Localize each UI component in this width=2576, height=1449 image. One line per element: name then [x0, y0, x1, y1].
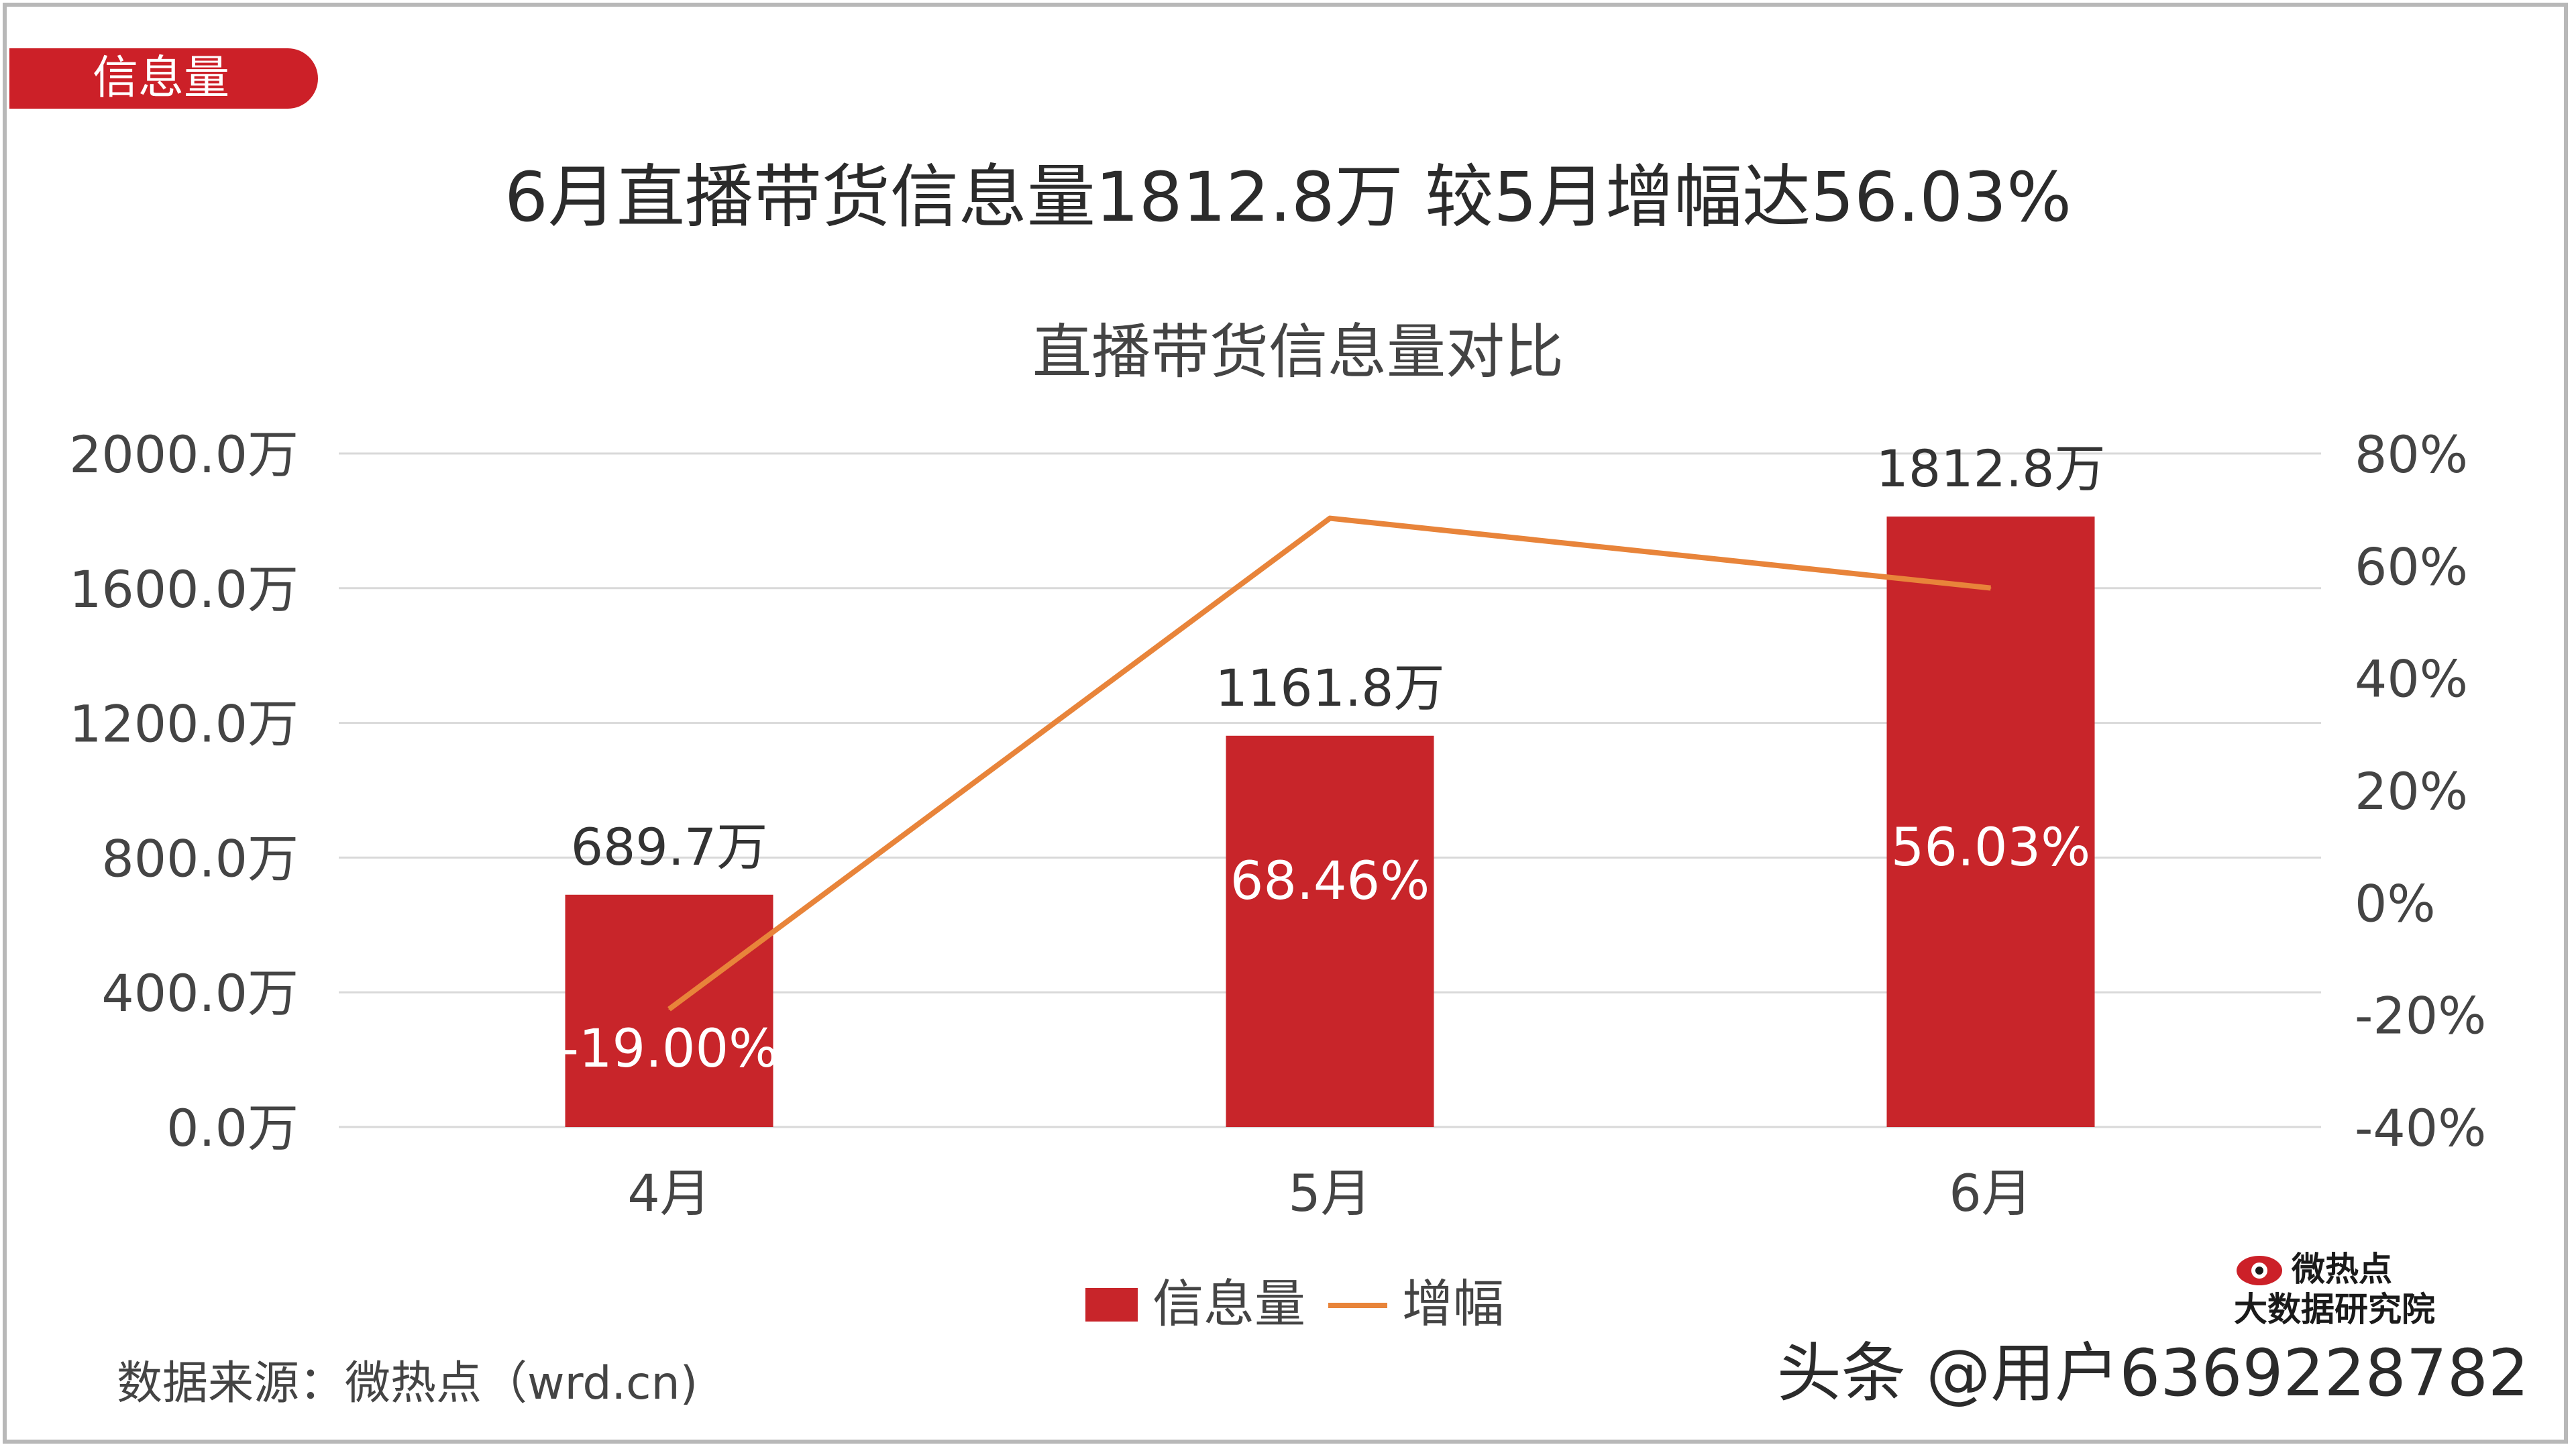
y-left-tick-label: 1200.0万 [69, 694, 299, 754]
outer-frame [3, 3, 2568, 1444]
line-data-label: 56.03% [1891, 818, 2090, 878]
source-note: 数据来源：微热点（wrd.cn) [117, 1357, 698, 1410]
chart-title: 直播带货信息量对比 [1032, 317, 1564, 386]
y-right-tick-label: -20% [2355, 986, 2486, 1046]
line-data-label: -19.00% [560, 1019, 779, 1079]
bar [1226, 735, 1434, 1127]
logo-name: 微热点 [2292, 1250, 2392, 1289]
headline: 6月直播带货信息量1812.8万 较5月增幅达56.03% [504, 158, 2072, 237]
y-left-tick-label: 1600.0万 [69, 559, 299, 619]
watermark: 头条 @用户6369228782 [1776, 1336, 2529, 1411]
legend-label-line: 增幅 [1402, 1274, 1504, 1334]
logo: 微热点 大数据研究院 [2234, 1248, 2475, 1329]
y-right-tick-label: 20% [2355, 761, 2468, 821]
y-right-tick-label: 0% [2355, 873, 2436, 933]
x-tick-label: 5月 [1288, 1163, 1371, 1223]
y-left-tick-label: 800.0万 [101, 828, 299, 888]
logo-eye-icon [2237, 1256, 2282, 1285]
x-tick-label: 4月 [627, 1163, 710, 1223]
y-left-tick-label: 2000.0万 [69, 425, 299, 484]
y-right-tick-label: -40% [2355, 1098, 2486, 1158]
y-left-tick-label: 0.0万 [166, 1098, 299, 1158]
y-right-tick-label: 60% [2355, 537, 2468, 596]
line-data-label: 68.46% [1230, 851, 1430, 912]
bar [565, 894, 773, 1127]
bar [1886, 516, 2095, 1127]
legend: 信息量 增幅 [1085, 1274, 1504, 1334]
line-point [1990, 587, 1992, 589]
logo-subtitle: 大数据研究院 [2234, 1290, 2435, 1329]
bar-data-label: 689.7万 [571, 817, 768, 877]
y-right-tick-label: 80% [2355, 425, 2468, 484]
y-right-tick-label: 40% [2355, 649, 2468, 709]
bar-data-label: 1161.8万 [1216, 658, 1445, 718]
legend-swatch-bar [1085, 1288, 1138, 1322]
bar-data-label: 1812.8万 [1876, 439, 2106, 498]
x-tick-label: 6月 [1949, 1163, 2032, 1223]
legend-label-bar: 信息量 [1152, 1274, 1305, 1334]
line-point [668, 1008, 670, 1010]
section-tag: 信息量 [9, 48, 318, 109]
y-left-tick-label: 400.0万 [101, 963, 299, 1023]
line-point [1329, 517, 1331, 519]
